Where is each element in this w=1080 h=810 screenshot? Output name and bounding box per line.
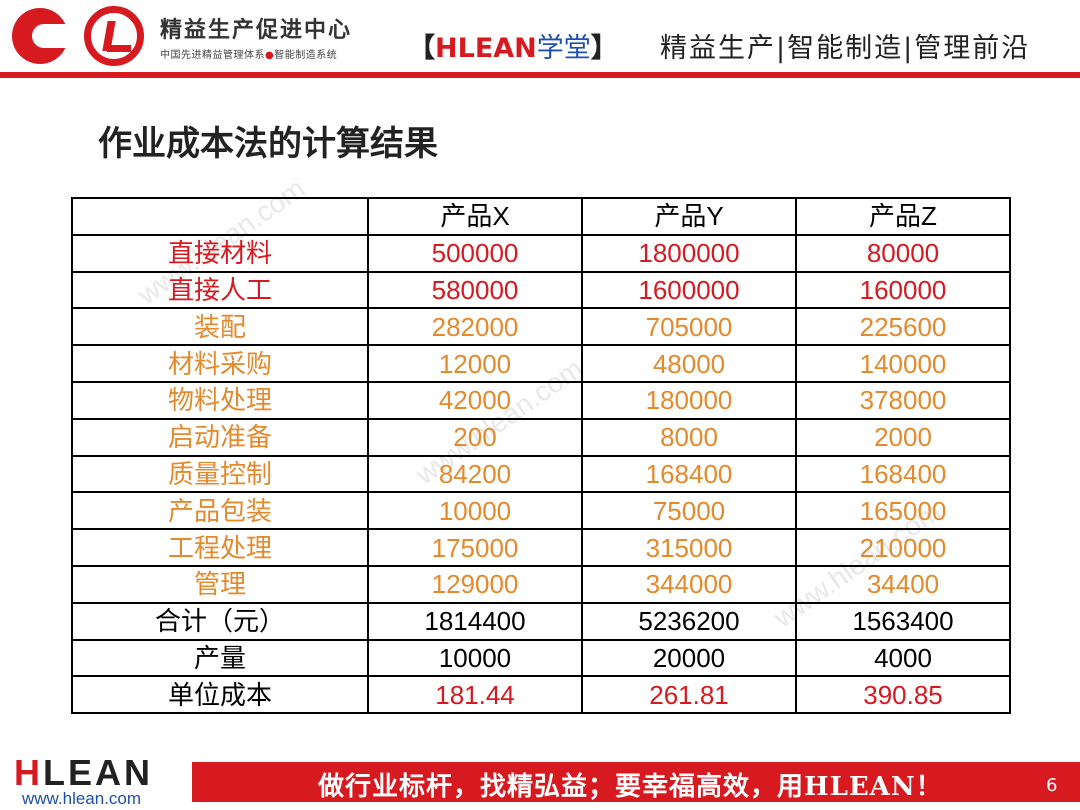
brand-label: 【HLEAN学堂】 <box>408 26 618 65</box>
value-cell-y: 705000 <box>581 307 797 347</box>
value-cell-x: 42000 <box>367 380 583 420</box>
row-label-cell: 产量 <box>71 638 369 678</box>
table-header-row: 产品X 产品Y 产品Z <box>71 197 1011 236</box>
footer-logo: HLEAN <box>14 752 153 794</box>
table-row: 合计（元） 1814400 5236200 1563400 <box>71 601 1011 641</box>
value-cell-y: 5236200 <box>581 601 797 641</box>
row-label-cell: 材料采购 <box>71 344 369 383</box>
site-url-link[interactable]: www.hlean.com <box>22 789 142 808</box>
header-bar: 精益生产促进中心 中国先进精益管理体系●智能制造系统 【HLEAN学堂】 精益生… <box>0 0 1080 72</box>
header-divider <box>0 72 1080 78</box>
table-row: 质量控制 84200 168400 168400 <box>71 454 1011 494</box>
value-cell-x: 10000 <box>367 491 583 531</box>
value-cell-z: 168400 <box>795 454 1011 494</box>
value-cell-z: 165000 <box>795 491 1011 531</box>
org-sub-left: 中国先进精益管理体系 <box>160 50 265 61</box>
value-cell-z: 225600 <box>795 307 1011 347</box>
table-row: 单位成本 181.44 261.81 390.85 <box>71 675 1011 715</box>
org-sub-dot: ● <box>265 50 275 61</box>
table-row: 启动准备 200 8000 2000 <box>71 417 1011 457</box>
value-cell-x: 175000 <box>367 528 583 567</box>
row-label-cell: 质量控制 <box>71 454 369 494</box>
value-cell-y: 8000 <box>581 417 797 457</box>
value-cell-z: 34400 <box>795 564 1011 604</box>
logo-l-icon <box>84 6 144 66</box>
value-cell-z: 140000 <box>795 344 1011 383</box>
table-row: 工程处理 175000 315000 210000 <box>71 528 1011 567</box>
header-cell <box>71 197 369 236</box>
row-label-cell: 单位成本 <box>71 675 369 715</box>
page-number: 6 <box>1046 775 1058 796</box>
row-label-cell: 直接材料 <box>71 233 369 273</box>
value-cell-z: 4000 <box>795 638 1011 678</box>
value-cell-y: 344000 <box>581 564 797 604</box>
value-cell-z: 80000 <box>795 233 1011 273</box>
footer-bar <box>192 762 1080 802</box>
row-label-cell: 物料处理 <box>71 380 369 420</box>
value-cell-y: 75000 <box>581 491 797 531</box>
value-cell-x: 10000 <box>367 638 583 678</box>
table-row: 物料处理 42000 180000 378000 <box>71 380 1011 420</box>
value-cell-x: 282000 <box>367 307 583 347</box>
value-cell-y: 1800000 <box>581 233 797 273</box>
row-label-cell: 产品包装 <box>71 491 369 531</box>
header-cell: 产品Z <box>795 197 1011 236</box>
row-label-cell: 装配 <box>71 307 369 347</box>
row-label-cell: 启动准备 <box>71 417 369 457</box>
header-cell: 产品X <box>367 197 583 236</box>
brand-rest: LEAN <box>457 33 537 64</box>
value-cell-x: 200 <box>367 417 583 457</box>
cost-table-body: 产品X 产品Y 产品Z 直接材料 500000 1800000 80000 直接人工 58… <box>71 197 1011 715</box>
value-cell-x: 12000 <box>367 344 583 383</box>
value-cell-x: 1814400 <box>367 601 583 641</box>
table-row: 直接材料 500000 1800000 80000 <box>71 233 1011 273</box>
brand-open: 【 <box>408 33 435 64</box>
brand-cn: 学堂 <box>536 33 591 64</box>
logo-c-icon <box>12 8 68 64</box>
org-sub-right: 智能制造系统 <box>274 50 338 61</box>
value-cell-x: 129000 <box>367 564 583 604</box>
value-cell-y: 1600000 <box>581 270 797 310</box>
value-cell-y: 168400 <box>581 454 797 494</box>
value-cell-z: 160000 <box>795 270 1011 310</box>
org-name: 精益生产促进中心 <box>160 18 353 43</box>
cost-table: 产品X 产品Y 产品Z 直接材料 500000 1800000 80000 直接人工 58… <box>71 197 1011 715</box>
value-cell-z: 378000 <box>795 380 1011 420</box>
org-subtitle: 中国先进精益管理体系●智能制造系统 <box>160 46 337 61</box>
value-cell-y: 261.81 <box>581 675 797 715</box>
table-row: 产品包装 10000 75000 165000 <box>71 491 1011 531</box>
value-cell-y: 315000 <box>581 528 797 567</box>
footer-slogan: 做行业标杆，找精弘益；要幸福高效，用HLEAN！ <box>318 772 943 802</box>
value-cell-z: 390.85 <box>795 675 1011 715</box>
row-label-cell: 合计（元） <box>71 601 369 641</box>
table-row: 产量 10000 20000 4000 <box>71 638 1011 678</box>
value-cell-y: 48000 <box>581 344 797 383</box>
row-label-cell: 直接人工 <box>71 270 369 310</box>
value-cell-x: 500000 <box>367 233 583 273</box>
value-cell-y: 20000 <box>581 638 797 678</box>
footer-logo-rest: LEAN <box>43 752 153 793</box>
value-cell-z: 210000 <box>795 528 1011 567</box>
value-cell-z: 2000 <box>795 417 1011 457</box>
header-slogan: 精益生产|智能制造|管理前沿 <box>660 33 1031 64</box>
brand-h: H <box>435 33 458 64</box>
header-cell: 产品Y <box>581 197 797 236</box>
footer-logo-h: H <box>14 752 43 793</box>
value-cell-x: 181.44 <box>367 675 583 715</box>
brand-close: 】 <box>590 33 618 64</box>
page-title: 作业成本法的计算结果 <box>98 124 438 164</box>
value-cell-y: 180000 <box>581 380 797 420</box>
table-row: 材料采购 12000 48000 140000 <box>71 344 1011 383</box>
table-row: 管理 129000 344000 34400 <box>71 564 1011 604</box>
row-label-cell: 管理 <box>71 564 369 604</box>
value-cell-x: 84200 <box>367 454 583 494</box>
table-row: 直接人工 580000 1600000 160000 <box>71 270 1011 310</box>
row-label-cell: 工程处理 <box>71 528 369 567</box>
table-row: 装配 282000 705000 225600 <box>71 307 1011 347</box>
value-cell-x: 580000 <box>367 270 583 310</box>
value-cell-z: 1563400 <box>795 601 1011 641</box>
